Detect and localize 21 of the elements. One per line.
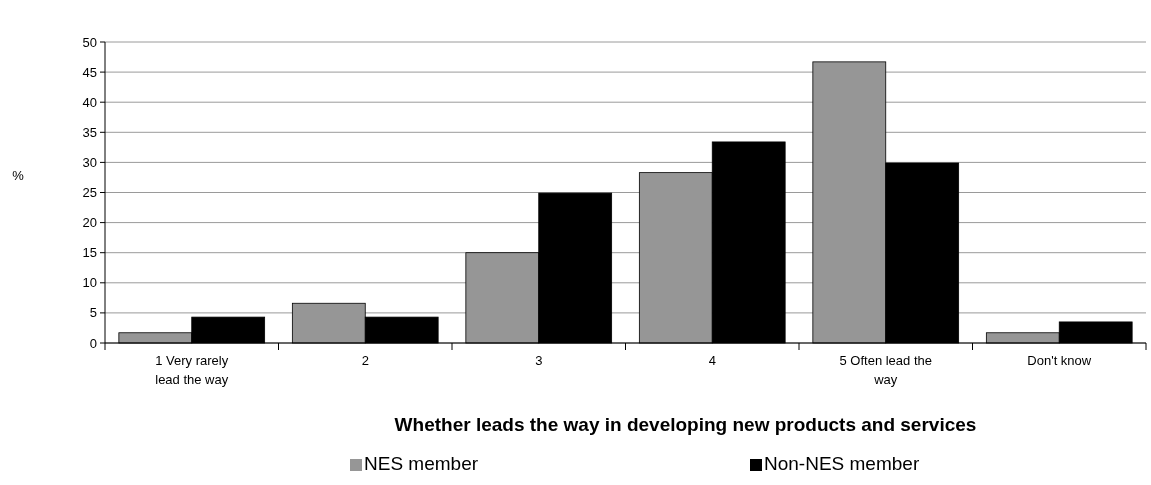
y-tick-label: 45 <box>82 64 97 80</box>
x-tick-label: 2 <box>361 353 369 368</box>
x-tick-label: 3 <box>535 353 543 368</box>
y-tick-label: 50 <box>82 34 97 50</box>
y-tick-label: 40 <box>82 94 97 110</box>
y-tick-label: 20 <box>82 215 97 231</box>
y-tick-label: 35 <box>82 124 97 140</box>
x-tick-label: 4 <box>708 353 716 368</box>
legend-label: NES member <box>364 453 479 474</box>
x-tick-label: 1 Very rarely lead the way <box>155 353 229 387</box>
x-axis-title: Whether leads the way in developing new products and services <box>394 414 977 435</box>
legend-label: Non-NES member <box>764 453 920 474</box>
y-tick-label: 5 <box>89 305 97 321</box>
y-tick-label: 30 <box>82 154 97 170</box>
y-tick-label: 0 <box>89 335 97 351</box>
x-tick-label: 5 Often lead the way <box>839 353 933 387</box>
y-tick-label: 25 <box>82 185 97 201</box>
y-axis-title: % <box>12 168 25 183</box>
y-tick-label: 15 <box>82 245 97 261</box>
x-tick-label: Don't know <box>1027 353 1092 368</box>
y-tick-label: 10 <box>82 275 97 291</box>
